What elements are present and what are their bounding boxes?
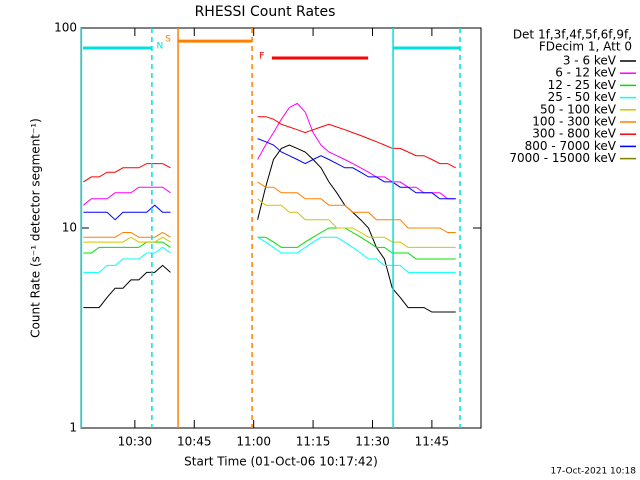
series-line bbox=[83, 198, 456, 248]
series-line bbox=[83, 227, 456, 260]
interval-label: F bbox=[259, 51, 264, 61]
legend-header: Det 1f,3f,4f,5f,6f,9f, bbox=[513, 28, 632, 42]
y-tick-label: 100 bbox=[54, 21, 77, 35]
series-line bbox=[83, 116, 456, 183]
series-line bbox=[83, 138, 456, 221]
legend-label: 6 - 12 keV bbox=[555, 66, 617, 80]
footer: 17-Oct-2021 10:18 bbox=[551, 467, 637, 477]
legend-label: 12 - 25 keV bbox=[548, 78, 617, 92]
legend-label: 7000 - 15000 keV bbox=[509, 151, 616, 165]
legend-label: 25 - 50 keV bbox=[548, 90, 617, 104]
legend-label: 800 - 7000 keV bbox=[525, 139, 617, 153]
x-tick-label: 11:30 bbox=[355, 435, 390, 449]
x-tick-label: 11:45 bbox=[415, 435, 450, 449]
x-tick-label: 11:15 bbox=[296, 435, 331, 449]
x-tick-label: 10:45 bbox=[177, 435, 212, 449]
chart-title: RHESSI Count Rates bbox=[195, 4, 336, 20]
x-axis-label: Start Time (01-Oct-06 10:17:42) bbox=[184, 455, 378, 469]
legend-label: 100 - 300 keV bbox=[532, 115, 616, 129]
x-tick-label: 10:30 bbox=[118, 435, 153, 449]
legend-label: 50 - 100 keV bbox=[540, 102, 617, 116]
x-tick-label: 11:00 bbox=[236, 435, 271, 449]
legend-header: FDecim 1, Att 0 bbox=[539, 40, 632, 54]
series-line bbox=[83, 236, 456, 273]
legend-label: 300 - 800 keV bbox=[532, 127, 616, 141]
series-line bbox=[83, 144, 456, 313]
series-line bbox=[83, 102, 456, 206]
y-tick-label: 1 bbox=[69, 421, 77, 435]
y-tick-label: 10 bbox=[62, 221, 77, 235]
legend-label: 3 - 6 keV bbox=[563, 54, 617, 68]
interval-label: S bbox=[165, 35, 171, 45]
series-line bbox=[83, 181, 456, 238]
interval-label: N bbox=[157, 42, 164, 52]
y-axis-label: Count Rate (s⁻¹ detector segment⁻¹) bbox=[29, 118, 43, 338]
